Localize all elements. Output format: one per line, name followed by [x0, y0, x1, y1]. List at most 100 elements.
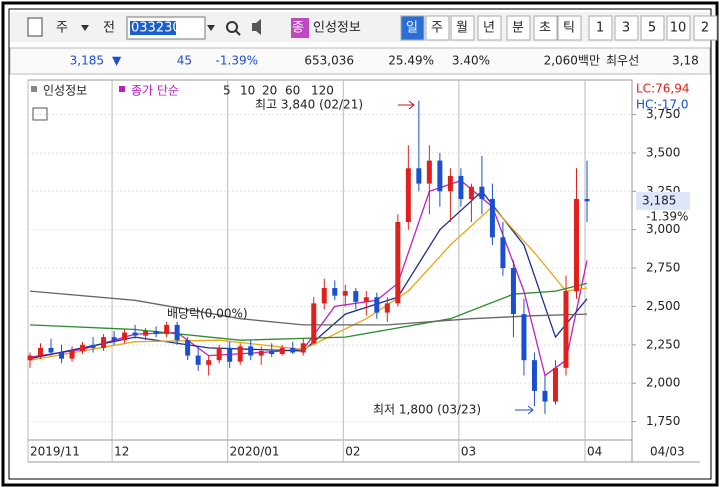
volume: 653,036	[304, 54, 354, 68]
ma-line	[29, 282, 588, 341]
side-button[interactable]: 전	[103, 21, 115, 36]
candle-body	[542, 390, 548, 402]
candle-body	[426, 160, 432, 184]
candle-body	[132, 332, 138, 336]
inner-frame	[8, 8, 712, 480]
period-label[interactable]: 년	[483, 21, 495, 36]
period-label[interactable]: 초	[539, 21, 551, 36]
code-text[interactable]: 033230	[131, 21, 181, 36]
period-button[interactable]	[400, 15, 425, 41]
legend-icon	[31, 86, 37, 92]
annotation-arrow	[515, 405, 534, 415]
period-button[interactable]	[533, 15, 558, 41]
y-tick-label: 2,500	[646, 299, 680, 313]
candle-body	[447, 175, 453, 192]
dropdown-arrow[interactable]	[207, 25, 215, 31]
arrow: ▼	[112, 54, 122, 68]
candle-body	[206, 360, 212, 365]
candle-body	[521, 314, 527, 361]
candle-body	[395, 222, 401, 304]
period-button[interactable]	[557, 15, 582, 41]
period-button[interactable]	[693, 15, 718, 41]
candle-body	[174, 324, 180, 341]
candle-body	[363, 297, 369, 302]
table-icon[interactable]	[32, 107, 48, 121]
candle-body	[111, 337, 117, 341]
x-tick-label: 2019/11	[30, 445, 80, 459]
period-button[interactable]	[506, 15, 531, 41]
period-label[interactable]: 2	[701, 21, 709, 36]
search-icon	[235, 30, 241, 36]
y-tick-label: 2,000	[646, 376, 680, 390]
period-label[interactable]: 주	[431, 21, 443, 36]
x-tick-label: 04	[587, 445, 602, 459]
y-tick-label: 1,750	[646, 414, 680, 428]
candle-body	[279, 347, 285, 355]
candle-body	[290, 347, 296, 353]
candle-body	[416, 168, 422, 184]
candle-body	[258, 350, 264, 356]
candle-body	[143, 331, 149, 336]
period-label[interactable]: 일	[406, 21, 418, 36]
candle-body	[468, 186, 474, 199]
candle-body	[311, 303, 317, 344]
candle-body	[353, 291, 359, 302]
rate: -1.39%	[216, 54, 258, 68]
price-tag	[636, 192, 690, 210]
search-icon[interactable]	[226, 21, 238, 33]
candle-body	[101, 337, 107, 348]
price: 3,185	[70, 54, 104, 68]
code-selection	[130, 21, 176, 35]
dropdown-arrow[interactable]	[81, 25, 89, 31]
price-tag-value: 3,185	[642, 194, 676, 208]
candle-body	[27, 355, 33, 361]
last-date: 04/03	[650, 445, 685, 459]
period-label[interactable]: 월	[456, 21, 468, 36]
candle-body	[321, 288, 327, 304]
period-button[interactable]	[614, 15, 639, 41]
period-button[interactable]	[666, 15, 691, 41]
annotation-arrow	[398, 100, 415, 110]
legend-entry: 5	[223, 84, 231, 98]
type-badge	[291, 18, 309, 38]
period-label[interactable]: 틱	[563, 21, 575, 36]
candle-body	[164, 324, 170, 335]
period-button[interactable]	[640, 15, 665, 41]
candle-body	[153, 331, 159, 335]
period-button[interactable]	[450, 15, 475, 41]
period-button[interactable]	[425, 15, 450, 41]
best-label: 최우선	[606, 54, 639, 68]
period-button[interactable]	[588, 15, 613, 41]
legend-entry: 20	[262, 84, 277, 98]
candle-body	[458, 175, 464, 199]
candle-body	[552, 367, 558, 402]
period-label[interactable]: 5	[648, 21, 656, 36]
sound-icon[interactable]	[252, 19, 261, 35]
quote-bar	[9, 47, 711, 75]
candle-body	[237, 346, 243, 362]
period-label[interactable]: 3	[622, 21, 630, 36]
period-label[interactable]: 10	[670, 21, 687, 36]
turnover: 25.49%	[388, 54, 434, 68]
period-label[interactable]: 분	[512, 21, 524, 36]
candle-body	[48, 347, 54, 353]
candle-body	[269, 350, 275, 355]
candle-body	[510, 268, 516, 315]
price-tag-change: -1.39%	[646, 210, 688, 224]
candle-body	[216, 347, 222, 361]
market-select[interactable]: 주	[56, 21, 68, 36]
screen-icon[interactable]	[27, 17, 43, 37]
period-label[interactable]: 1	[596, 21, 604, 36]
legend-entry: 60	[285, 84, 300, 98]
candle-body	[500, 237, 506, 269]
period-button[interactable]	[477, 15, 502, 41]
candle-body	[384, 303, 390, 313]
plot-area	[27, 79, 633, 441]
legend-name: 인성정보	[43, 84, 87, 98]
candle-body	[531, 360, 537, 391]
x-tick-label: 03	[461, 445, 476, 459]
candle-body	[300, 343, 306, 353]
change: 45	[177, 54, 192, 68]
annotation: 최저 1,800 (03/23)	[373, 403, 481, 417]
